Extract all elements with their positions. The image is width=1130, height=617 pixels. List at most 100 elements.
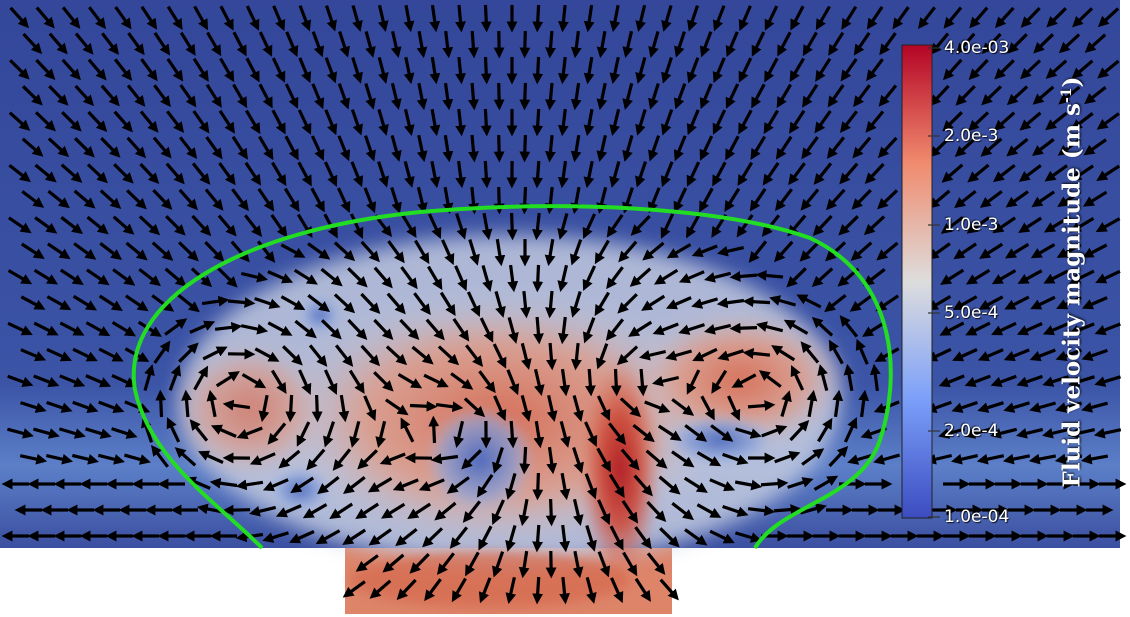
velocity-arrow [981,32,1002,54]
velocity-arrow [442,30,454,59]
velocity-arrow [546,342,557,371]
velocity-arrow [100,136,121,158]
velocity-arrow [397,373,423,389]
velocity-arrow [734,531,762,543]
velocity-arrow [1084,85,1107,105]
velocity-arrow [334,344,354,367]
velocity-arrow [451,577,467,603]
velocity-arrow [19,453,48,465]
velocity-arrow [940,216,964,234]
velocity-arrow [153,340,171,364]
velocity-arrow [557,56,569,85]
velocity-arrow [368,528,392,546]
velocity-arrow [722,504,749,517]
velocity-arrow [1081,401,1109,413]
velocity-arrow [671,501,694,521]
velocity-arrow [191,214,212,237]
velocity-arrow [533,420,545,449]
velocity-arrow [399,318,420,340]
velocity-arrow [177,241,199,262]
velocity-arrow [7,269,33,285]
velocity-arrow [532,4,544,33]
velocity-arrow [217,267,238,288]
velocity-arrow [609,108,621,136]
velocity-arrow [618,240,638,263]
velocity-arrow [802,31,818,57]
velocity-arrow [763,109,779,135]
velocity-arrow [877,136,898,159]
velocity-arrow [712,57,726,84]
velocity-arrow [608,422,627,446]
velocity-arrow [858,389,870,418]
velocity-arrow [952,295,978,311]
velocity-arrow [390,187,402,214]
velocity-arrow [337,135,351,162]
velocity-arrow [1068,322,1095,336]
velocity-arrow [462,500,482,523]
velocity-arrow [648,135,661,162]
velocity-arrow [333,241,356,262]
velocity-arrow [307,242,331,260]
velocity-arrow [507,264,519,293]
velocity-arrow [519,134,531,163]
velocity-arrow [113,58,133,81]
velocity-arrow [8,163,31,183]
velocity-arrow [692,347,718,362]
velocity-arrow [832,389,844,418]
velocity-arrow [609,525,624,551]
velocity-arrow [35,6,55,29]
velocity-arrow [206,31,222,57]
velocity-arrow [507,316,519,344]
velocity-arrow [72,400,99,413]
velocity-arrow [711,369,728,394]
velocity-arrow [494,238,506,267]
velocity-arrow [964,374,991,388]
velocity-arrow [855,338,869,365]
velocity-arrow [991,321,1017,336]
velocity-arrow [1005,190,1029,208]
colorbar-tick-label: 2.0e-4 [944,421,999,441]
velocity-arrow [59,268,84,285]
velocity-arrow [61,58,81,81]
velocity-arrow [892,6,910,30]
velocity-arrow [468,134,479,163]
velocity-arrow [480,4,492,33]
velocity-arrow [1019,111,1042,131]
velocity-arrow [1071,59,1094,79]
velocity-arrow [610,577,624,604]
velocity-arrow [373,318,394,340]
velocity-arrow [74,32,94,55]
velocity-arrow [771,345,796,362]
velocity-arrow [926,347,952,362]
velocity-arrow [151,444,169,468]
velocity-arrow [1057,190,1082,207]
velocity-arrow [35,58,56,80]
velocity-arrow [298,5,312,32]
velocity-arrow [8,111,31,131]
velocity-arrow [311,83,325,110]
velocity-arrow [179,31,196,56]
velocity-arrow [665,349,693,361]
velocity-arrow [956,32,976,55]
velocity-arrow [812,214,833,236]
velocity-arrow [151,294,175,312]
velocity-arrow [218,162,236,186]
velocity-arrow [285,394,297,423]
velocity-arrow [125,241,148,261]
velocity-arrow [98,400,125,414]
velocity-arrow [519,30,531,59]
velocity-arrow [258,31,273,57]
velocity-arrow [628,320,653,337]
velocity-arrow [289,530,315,544]
velocity-arrow [99,242,123,261]
velocity-arrow [532,264,544,293]
velocity-arrow [262,531,289,543]
velocity-arrow [373,266,393,289]
colorbar-tick-label: 5.0e-4 [944,303,999,323]
velocity-arrow [699,135,714,161]
velocity-arrow [140,58,158,82]
velocity-arrow [710,424,734,442]
velocity-arrow [1056,295,1082,310]
velocity-arrow [976,453,1005,465]
